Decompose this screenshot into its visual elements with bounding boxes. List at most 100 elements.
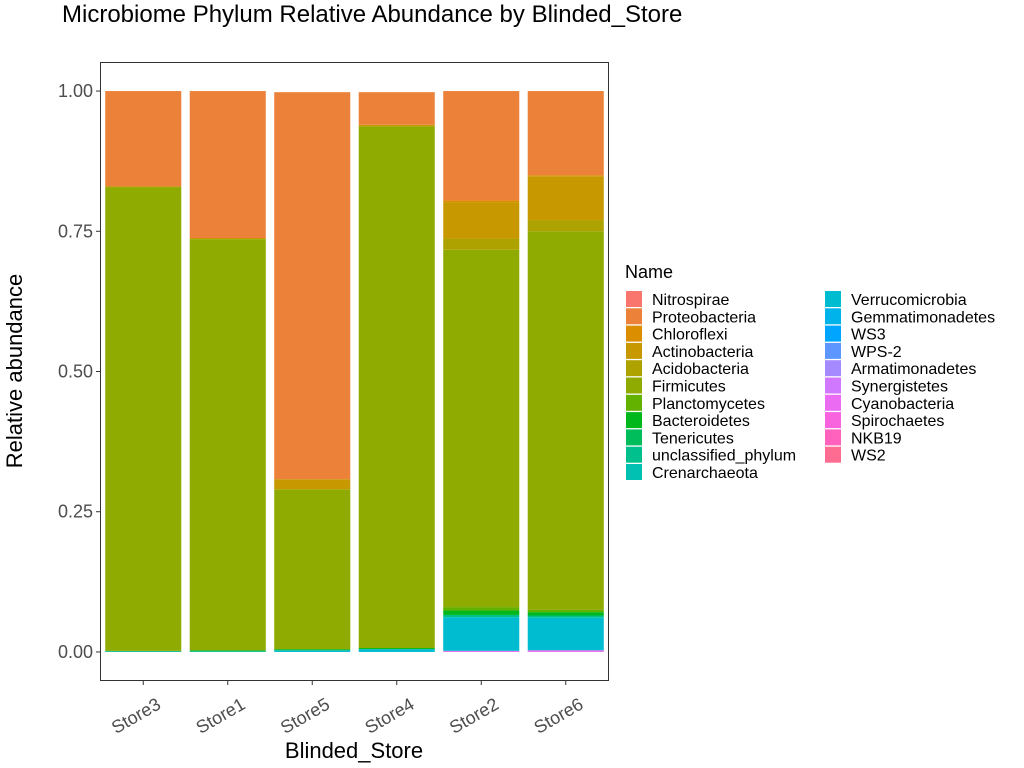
legend-label: Verrucomicrobia <box>851 292 967 309</box>
bar-segment <box>527 650 604 652</box>
legend-label: NKB19 <box>851 430 902 447</box>
legend-label: Bacteroidetes <box>652 413 750 430</box>
x-tick-label: Store3 <box>108 694 164 738</box>
legend-item: Armatimonadetes <box>825 360 976 378</box>
legend-label: Synergistetes <box>851 379 948 396</box>
x-tick-label: Store5 <box>277 694 333 738</box>
legend-swatch <box>825 360 841 377</box>
bar-stack-store6 <box>527 91 604 652</box>
bar-segment <box>443 610 520 615</box>
legend-label: Tenericutes <box>652 430 734 447</box>
chart-title: Microbiome Phylum Relative Abundance by … <box>62 1 682 28</box>
legend-item: WS3 <box>825 325 886 344</box>
legend-item: Firmicutes <box>626 377 726 396</box>
bar-segment <box>189 651 266 652</box>
bar-segment <box>274 479 351 490</box>
bar-segment <box>105 651 182 652</box>
bar-segment <box>358 126 435 649</box>
legend-item: Crenarchaeota <box>626 464 758 482</box>
legend-item: Actinobacteria <box>626 342 753 361</box>
legend-swatch <box>825 394 841 411</box>
legend-label: Spirochaetes <box>851 413 944 430</box>
legend-swatch <box>626 377 642 394</box>
legend-swatch <box>825 342 841 359</box>
legend-item: Tenericutes <box>626 429 734 447</box>
legend-swatch <box>626 360 642 377</box>
legend-swatch <box>825 412 841 429</box>
legend-label: Planctomycetes <box>652 396 765 413</box>
legend-label: Proteobacteria <box>652 309 756 326</box>
bar-stack-store5 <box>274 92 351 652</box>
y-axis: 0.00 0.25 0.50 0.75 1.00 <box>58 81 101 662</box>
legend-swatch <box>626 394 642 411</box>
y-axis-title: Relative abundance <box>2 274 27 468</box>
legend-item: Synergistetes <box>825 377 948 396</box>
bar-segment <box>274 649 351 651</box>
y-tick-label: 1.00 <box>58 81 93 101</box>
legend-swatch <box>825 429 841 446</box>
bar-segment <box>105 187 182 651</box>
bar-segment <box>443 650 520 652</box>
x-axis-title: Blinded_Store <box>285 738 423 763</box>
bar-segment <box>443 238 520 250</box>
legend-label: WS2 <box>851 448 886 465</box>
bar-segment <box>527 175 604 177</box>
bar-segment <box>443 614 520 618</box>
bar-stack-store3 <box>105 91 182 652</box>
legend-label: Nitrospirae <box>652 292 729 309</box>
legend-swatch <box>626 325 642 342</box>
x-tick-label: Store1 <box>193 694 249 738</box>
legend-label: unclassified_phylum <box>652 448 796 465</box>
legend-label: Gemmatimonadetes <box>851 309 995 326</box>
bar-segment <box>527 609 604 613</box>
legend-swatch <box>626 342 642 359</box>
bar-stack-store4 <box>358 92 435 652</box>
legend-item: Spirochaetes <box>825 412 944 430</box>
bar-segment <box>527 91 604 176</box>
legend-swatch <box>825 325 841 342</box>
x-tick-label: Store6 <box>531 694 587 738</box>
legend-item: WPS-2 <box>825 342 902 361</box>
legend-item: Gemmatimonadetes <box>825 308 995 326</box>
legend-title: Name <box>625 262 673 282</box>
legend-label: WPS-2 <box>851 344 902 361</box>
legend-label: Cyanobacteria <box>851 396 954 413</box>
bar-segment <box>189 91 266 239</box>
legend-label: Crenarchaeota <box>652 465 758 482</box>
legend-swatch <box>626 308 642 325</box>
legend-item: NKB19 <box>825 429 902 447</box>
bar-segment <box>189 238 266 240</box>
bar-segment <box>358 648 435 650</box>
legend-item: WS2 <box>825 446 886 465</box>
bar-segment <box>527 220 604 232</box>
legend-swatch <box>825 377 841 394</box>
legend-swatch <box>626 446 642 463</box>
x-tick-label: Store4 <box>362 694 418 738</box>
x-tick-label: Store2 <box>446 694 502 738</box>
bar-segment <box>105 91 182 187</box>
legend-swatch <box>626 464 642 480</box>
bar-segment <box>274 650 351 652</box>
legend-item: unclassified_phylum <box>626 446 796 465</box>
bar-stack-store2 <box>443 91 520 652</box>
y-tick-label: 0.00 <box>58 642 93 662</box>
legend-label: Acidobacteria <box>652 361 749 378</box>
legend-swatch <box>626 412 642 429</box>
legend-swatch <box>626 291 642 307</box>
bar-segment <box>527 231 604 610</box>
legend-item: Bacteroidetes <box>626 412 750 430</box>
y-tick-label: 0.75 <box>58 221 93 241</box>
legend-label: Firmicutes <box>652 379 726 396</box>
legend: NitrospiraeProteobacteriaChloroflexiActi… <box>626 291 995 482</box>
bar-segment <box>527 176 604 221</box>
bar-segment <box>274 92 351 480</box>
bar-segment <box>443 607 520 611</box>
bar-segment <box>358 92 435 125</box>
legend-item: Planctomycetes <box>626 394 765 413</box>
y-tick-label: 0.25 <box>58 502 93 522</box>
bar-segment <box>358 124 435 127</box>
bar-segment <box>443 617 520 651</box>
legend-label: Actinobacteria <box>652 344 753 361</box>
legend-item: Chloroflexi <box>626 325 728 344</box>
bar-segment <box>105 650 182 652</box>
